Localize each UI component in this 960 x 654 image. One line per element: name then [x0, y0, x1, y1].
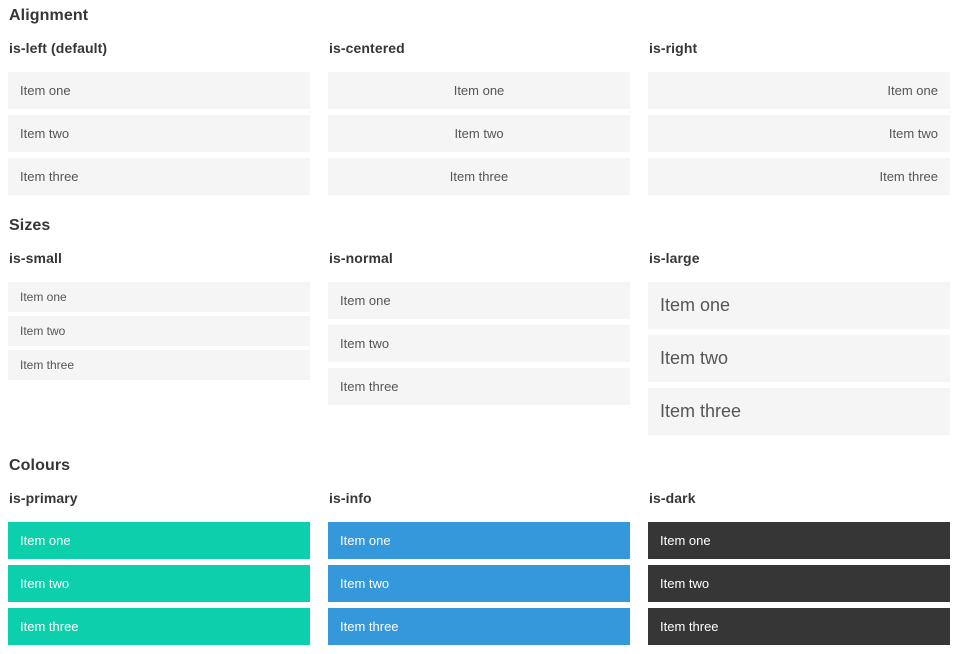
list-item[interactable]: Item two	[328, 565, 630, 602]
column-is-centered: is-centered Item one Item two Item three	[328, 40, 630, 195]
list-item[interactable]: Item one	[328, 282, 630, 319]
section-title: Alignment	[9, 7, 89, 24]
variant-heading: is-centered	[329, 40, 405, 56]
item-list-small: Item one Item two Item three	[8, 282, 310, 380]
column-is-large: is-large Item one Item two Item three	[648, 250, 950, 435]
list-item[interactable]: Item three	[328, 158, 630, 195]
section-title: Colours	[9, 457, 71, 474]
variant-heading: is-left (default)	[9, 40, 108, 56]
section-sizes: Sizes is-small Item one Item two Item th…	[8, 216, 950, 435]
list-item[interactable]: Item two	[8, 316, 310, 346]
column-is-dark: is-dark Item one Item two Item three	[648, 490, 950, 645]
variant-heading: is-right	[649, 40, 698, 56]
list-item[interactable]: Item one	[8, 282, 310, 312]
item-list-dark: Item one Item two Item three	[648, 522, 950, 645]
item-list-normal: Item one Item two Item three	[328, 282, 630, 405]
column-is-small: is-small Item one Item two Item three	[8, 250, 310, 380]
list-item[interactable]: Item two	[648, 565, 950, 602]
list-item[interactable]: Item three	[8, 608, 310, 645]
alignment-grid: is-left (default) Item one Item two Item…	[8, 40, 950, 195]
list-item[interactable]: Item three	[328, 368, 630, 405]
list-item[interactable]: Item three	[8, 158, 310, 195]
list-item[interactable]: Item two	[648, 115, 950, 152]
list-item[interactable]: Item one	[648, 72, 950, 109]
column-is-normal: is-normal Item one Item two Item three	[328, 250, 630, 405]
variant-heading: is-primary	[9, 490, 78, 506]
list-item[interactable]: Item three	[8, 350, 310, 380]
column-is-primary: is-primary Item one Item two Item three	[8, 490, 310, 645]
list-item[interactable]: Item one	[328, 72, 630, 109]
column-is-right: is-right Item one Item two Item three	[648, 40, 950, 195]
variant-heading: is-small	[9, 250, 62, 266]
list-item[interactable]: Item three	[648, 388, 950, 435]
section-alignment: Alignment is-left (default) Item one Ite…	[8, 6, 950, 195]
item-list-info: Item one Item two Item three	[328, 522, 630, 645]
list-item[interactable]: Item two	[328, 325, 630, 362]
colours-grid: is-primary Item one Item two Item three …	[8, 490, 950, 645]
list-item[interactable]: Item one	[8, 522, 310, 559]
list-item[interactable]: Item three	[648, 158, 950, 195]
list-item[interactable]: Item one	[648, 282, 950, 329]
variant-heading: is-dark	[649, 490, 696, 506]
item-list-large: Item one Item two Item three	[648, 282, 950, 435]
section-colours: Colours is-primary Item one Item two Ite…	[8, 456, 950, 645]
list-item[interactable]: Item one	[328, 522, 630, 559]
variant-heading: is-large	[649, 250, 700, 266]
list-item[interactable]: Item two	[8, 565, 310, 602]
item-list-centered: Item one Item two Item three	[328, 72, 630, 195]
sizes-grid: is-small Item one Item two Item three is…	[8, 250, 950, 435]
list-item[interactable]: Item three	[328, 608, 630, 645]
variant-heading: is-info	[329, 490, 372, 506]
list-item[interactable]: Item one	[8, 72, 310, 109]
list-item[interactable]: Item two	[8, 115, 310, 152]
list-item[interactable]: Item two	[328, 115, 630, 152]
section-title: Sizes	[9, 217, 51, 234]
list-item[interactable]: Item three	[648, 608, 950, 645]
list-item[interactable]: Item two	[648, 335, 950, 382]
item-list-left: Item one Item two Item three	[8, 72, 310, 195]
column-is-info: is-info Item one Item two Item three	[328, 490, 630, 645]
column-is-left: is-left (default) Item one Item two Item…	[8, 40, 310, 195]
list-item[interactable]: Item one	[648, 522, 950, 559]
variant-heading: is-normal	[329, 250, 393, 266]
item-list-primary: Item one Item two Item three	[8, 522, 310, 645]
item-list-right: Item one Item two Item three	[648, 72, 950, 195]
